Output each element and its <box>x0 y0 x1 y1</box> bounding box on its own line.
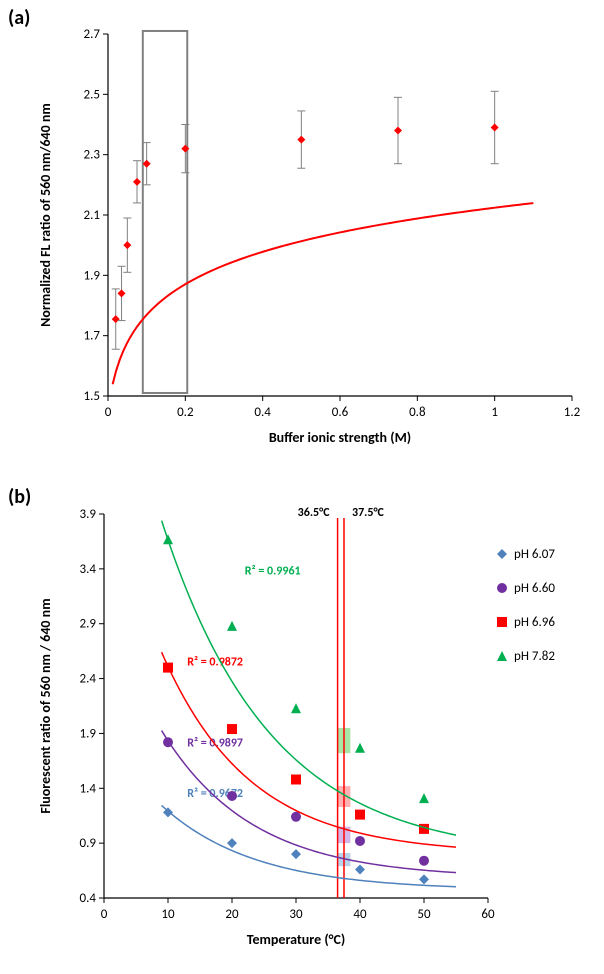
svg-text:0.6: 0.6 <box>332 405 349 420</box>
svg-text:pH 6.96: pH 6.96 <box>514 615 555 630</box>
svg-text:R² = 0.9961: R² = 0.9961 <box>245 564 301 578</box>
svg-text:37.5°C: 37.5°C <box>352 506 385 520</box>
svg-text:1.4: 1.4 <box>80 781 97 796</box>
svg-text:3.4: 3.4 <box>80 562 97 577</box>
svg-text:36.5°C: 36.5°C <box>298 506 331 520</box>
svg-text:1.7: 1.7 <box>84 329 101 344</box>
svg-text:0.4: 0.4 <box>80 891 97 906</box>
svg-text:1.9: 1.9 <box>84 268 101 283</box>
svg-text:0.4: 0.4 <box>254 405 271 420</box>
svg-text:2.3: 2.3 <box>84 148 101 163</box>
svg-text:1.9: 1.9 <box>80 726 97 741</box>
panel-b-label: (b) <box>8 485 31 509</box>
chart-a: 1.5 1.7 1.9 2.1 2.3 2.5 2.7 0 0.2 0.4 0.6 0.8 1 1.2 Bu… <box>30 16 590 456</box>
svg-text:0: 0 <box>105 405 112 420</box>
svg-text:pH 7.82: pH 7.82 <box>514 649 555 664</box>
svg-text:60: 60 <box>481 907 495 922</box>
svg-text:10: 10 <box>161 907 175 922</box>
svg-text:40: 40 <box>353 907 367 922</box>
svg-text:1.5: 1.5 <box>84 389 100 404</box>
svg-text:1.2: 1.2 <box>564 405 581 420</box>
svg-text:0: 0 <box>101 907 108 922</box>
svg-text:R² = 0.9872: R² = 0.9872 <box>187 655 243 669</box>
svg-text:20: 20 <box>225 907 239 922</box>
svg-text:0.8: 0.8 <box>409 405 426 420</box>
svg-text:2.1: 2.1 <box>84 208 100 223</box>
svg-text:Buffer ionic strength (M): Buffer ionic strength (M) <box>269 429 411 446</box>
svg-text:Temperature (°C): Temperature (°C) <box>247 931 346 948</box>
svg-text:2.4: 2.4 <box>80 672 97 687</box>
panel-a-label: (a) <box>8 6 30 30</box>
svg-text:30: 30 <box>289 907 303 922</box>
svg-text:2.9: 2.9 <box>80 617 97 632</box>
svg-text:2.5: 2.5 <box>84 87 100 102</box>
chart-b: 0.4 0.9 1.4 1.9 2.4 2.9 3.4 3.9 0 10 20 30 40 50 60 36.… <box>30 498 590 958</box>
svg-text:pH 6.07: pH 6.07 <box>514 547 555 562</box>
svg-text:50: 50 <box>417 907 431 922</box>
svg-text:Normalized FL ratio of 560 nm/: Normalized FL ratio of 560 nm/640 nm <box>37 103 54 327</box>
svg-text:3.9: 3.9 <box>80 507 97 522</box>
svg-text:1: 1 <box>491 405 498 420</box>
svg-text:0.9: 0.9 <box>80 836 97 851</box>
svg-text:pH 6.60: pH 6.60 <box>514 581 555 596</box>
svg-text:0.2: 0.2 <box>177 405 194 420</box>
svg-text:2.7: 2.7 <box>84 27 101 42</box>
svg-text:Fluorescent ratio of 560 nm /: Fluorescent ratio of 560 nm / 640 nm <box>37 598 54 813</box>
